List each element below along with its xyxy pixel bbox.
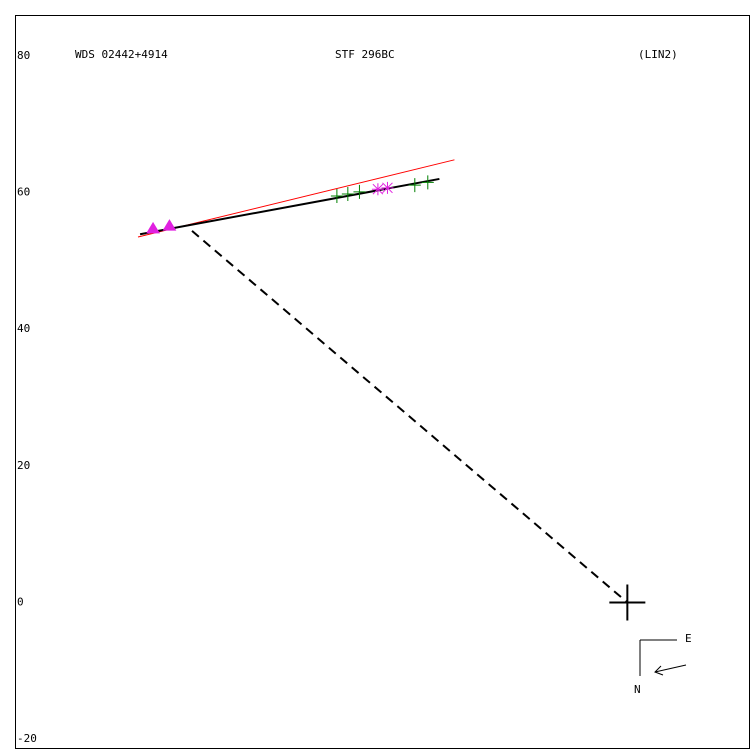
compass-label: E (685, 632, 692, 645)
point-plus (341, 186, 354, 201)
point-plus (330, 189, 343, 204)
point-plus (421, 175, 434, 190)
point-plus (353, 184, 366, 199)
y-tick-label: 80 (17, 49, 30, 62)
y-tick-label: -20 (17, 732, 37, 745)
chart-title: STF 296BC (335, 48, 395, 61)
y-tick-label: 20 (17, 459, 30, 472)
y-tick-label: 40 (17, 322, 30, 335)
compass-label: N (634, 683, 641, 696)
y-tick-label: 0 (17, 595, 24, 608)
chart-title: WDS 02442+4914 (75, 48, 168, 61)
compass (639, 639, 687, 676)
point-star (371, 183, 384, 196)
arrow-head (654, 665, 664, 676)
point-plus (408, 178, 421, 193)
chart-title: (LIN2) (638, 48, 678, 61)
point-cross (609, 584, 646, 621)
point-triangle (146, 221, 160, 234)
plot-frame (15, 15, 750, 749)
y-tick-label: 60 (17, 186, 30, 199)
fit-line (139, 177, 440, 236)
point-triangle (162, 219, 177, 231)
point-star (381, 181, 394, 194)
fit-line (191, 230, 628, 604)
motion-arrow (654, 664, 687, 673)
